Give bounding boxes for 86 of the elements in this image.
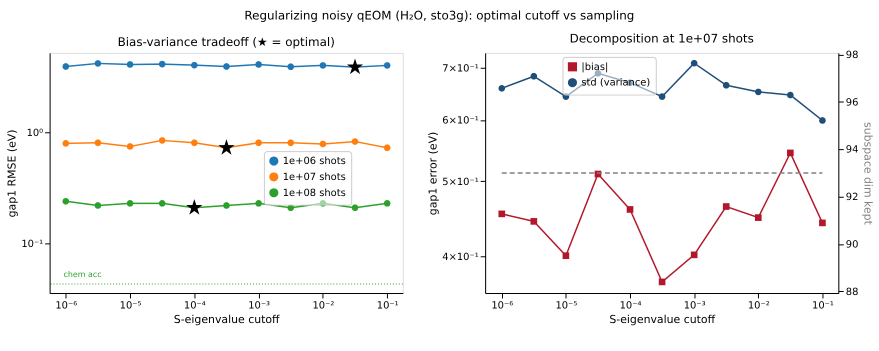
x-axis-title: S-eigenvalue cutoff [609,313,716,326]
legend-label: 1e+06 shots [282,156,346,168]
point [62,63,70,70]
chart-title: Decomposition at 1e+07 shots [570,32,754,46]
x-tick-label: 10⁻⁵ [120,300,142,312]
y-tick-label: 5×10⁻¹ [442,176,479,188]
x-tick-label: 10⁻⁶ [491,300,514,312]
point [384,144,390,152]
x-tick-label: 10⁻¹ [812,300,834,312]
point [562,93,570,100]
legend-label: std (variance) [581,78,650,89]
point [498,84,506,92]
point [352,204,358,212]
y-tick-label: 10⁰ [26,128,44,140]
point [94,139,102,146]
point [754,88,762,96]
point [384,62,390,69]
y2-tick-label: 88 [846,286,858,298]
point [626,206,634,213]
point [255,200,262,207]
point [94,202,102,209]
point [320,62,326,69]
x-tick-label: 10⁻¹ [376,300,399,312]
point [690,60,698,67]
point [223,202,230,209]
text: Regularizing noisy qEOM (H₂O, sto3g): optimal cutoff vs sampling [244,8,634,22]
y2-tick-label: 90 [846,239,858,250]
point [787,92,794,98]
y2-tick-label: 98 [846,50,858,62]
point [191,62,198,68]
point [158,137,166,144]
point [126,61,134,68]
legend-label: 1e+08 shots [282,188,346,199]
x-axis-title: S-eigenvalue cutoff [174,313,280,326]
point [819,117,826,124]
point [352,138,358,145]
point [787,150,794,156]
x-tick-label: 10⁻⁶ [55,300,78,312]
y-tick-label: 6×10⁻¹ [442,115,479,126]
point [658,278,666,286]
point [158,200,166,207]
x-tick-label: 10⁻⁴ [620,300,642,312]
point [320,200,326,207]
legend-label: 1e+07 shots [282,172,346,183]
point [658,93,666,100]
point [62,140,70,147]
point [690,252,698,258]
legend-label: |bias| [581,62,608,73]
point [722,82,730,89]
point [287,63,294,70]
point [384,200,390,207]
x-tick-label: 10⁻³ [248,300,270,312]
y-axis-title: gap1 RMSE (eV) [5,129,18,218]
point [287,204,294,212]
point [530,72,538,80]
point [562,252,570,260]
x-tick-label: 10⁻² [312,300,334,312]
point [158,60,166,68]
point [126,143,134,150]
y2-tick-label: 94 [846,144,858,156]
x-tick-label: 10⁻² [748,300,770,312]
point [255,139,262,146]
point [498,210,506,218]
x-tick-label: 10⁻⁴ [184,300,206,312]
x-tick-label: 10⁻³ [684,300,706,312]
point [62,198,70,205]
point [530,218,538,225]
chart-title: Bias-variance tradeoff (★ = optimal) [118,34,335,49]
point [754,214,762,221]
point [94,60,102,67]
point [126,200,134,207]
point [223,63,230,70]
y-axis-title: gap1 error (eV) [426,132,440,216]
point [287,139,294,146]
point [722,203,730,210]
point [320,140,326,148]
y-tick-label: 4×10⁻¹ [442,252,479,264]
point [819,220,826,226]
x-tick-label: 10⁻⁵ [556,300,578,312]
ref-line-label: chem acc [63,270,102,280]
y2-tick-label: 96 [846,97,858,108]
point [255,61,262,68]
y2-tick-label: 92 [846,192,858,204]
point [191,139,198,146]
y2-axis-title: subspace dim kept [861,122,874,226]
y-tick-label: 7×10⁻¹ [442,63,479,74]
